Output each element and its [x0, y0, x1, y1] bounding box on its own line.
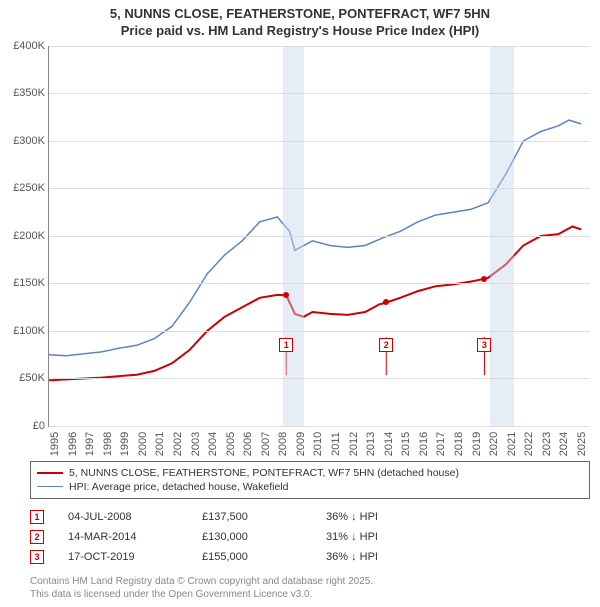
x-axis-label: 1999 — [119, 432, 131, 456]
shaded-region — [283, 46, 304, 426]
legend-item-property: 5, NUNNS CLOSE, FEATHERSTONE, PONTEFRACT… — [37, 466, 583, 480]
legend: 5, NUNNS CLOSE, FEATHERSTONE, PONTEFRACT… — [30, 461, 590, 499]
footer-line-1: Contains HM Land Registry data © Crown c… — [30, 575, 590, 588]
x-axis-label: 2011 — [330, 432, 342, 456]
y-axis-label: £300K — [13, 135, 45, 147]
x-axis-label: 2020 — [488, 432, 500, 456]
y-axis-label: £350K — [13, 87, 45, 99]
x-axis-label: 2008 — [277, 432, 289, 456]
y-axis-label: £0 — [33, 420, 45, 432]
x-axis-label: 2006 — [242, 432, 254, 456]
x-axis-label: 1997 — [84, 432, 96, 456]
x-axis-label: 2023 — [541, 432, 553, 456]
x-axis-label: 2000 — [137, 432, 149, 456]
x-axis-label: 2009 — [295, 432, 307, 456]
x-axis-label: 2021 — [506, 432, 518, 456]
sales-row-3: 3 17-OCT-2019 £155,000 36% ↓ HPI — [30, 547, 590, 567]
sale-marker-3: 3 — [477, 338, 491, 352]
x-axis-label: 2018 — [453, 432, 465, 456]
sale-marker-1: 1 — [279, 338, 293, 352]
legend-label-hpi: HPI: Average price, detached house, Wake… — [69, 481, 288, 493]
x-axis-label: 2016 — [418, 432, 430, 456]
legend-item-hpi: HPI: Average price, detached house, Wake… — [37, 480, 583, 494]
legend-swatch-hpi — [37, 486, 63, 487]
chart-container: 5, NUNNS CLOSE, FEATHERSTONE, PONTEFRACT… — [0, 0, 600, 601]
title-line-1: 5, NUNNS CLOSE, FEATHERSTONE, PONTEFRACT… — [0, 6, 600, 23]
chart-title: 5, NUNNS CLOSE, FEATHERSTONE, PONTEFRACT… — [0, 0, 600, 42]
x-axis-label: 2004 — [207, 432, 219, 456]
sale-point — [283, 292, 289, 298]
y-axis-label: £100K — [13, 325, 45, 337]
sales-price-3: £155,000 — [202, 551, 302, 563]
sale-point — [481, 276, 487, 282]
sales-delta-2: 31% ↓ HPI — [326, 531, 426, 543]
x-axis-label: 2014 — [383, 432, 395, 456]
x-axis-label: 2001 — [154, 432, 166, 456]
sales-marker-1: 1 — [30, 510, 44, 524]
y-gridline — [49, 426, 590, 427]
legend-swatch-property — [37, 472, 63, 474]
sales-marker-3: 3 — [30, 550, 44, 564]
x-axis-label: 2005 — [225, 432, 237, 456]
sales-table: 1 04-JUL-2008 £137,500 36% ↓ HPI 2 14-MA… — [30, 507, 590, 567]
sales-date-3: 17-OCT-2019 — [68, 551, 178, 563]
x-axis-label: 2015 — [400, 432, 412, 456]
y-axis-label: £250K — [13, 182, 45, 194]
x-axis-label: 2022 — [523, 432, 535, 456]
x-axis-label: 2024 — [558, 432, 570, 456]
sales-delta-1: 36% ↓ HPI — [326, 511, 426, 523]
x-axis-label: 2017 — [435, 432, 447, 456]
sales-row-2: 2 14-MAR-2014 £130,000 31% ↓ HPI — [30, 527, 590, 547]
x-axis-label: 1998 — [102, 432, 114, 456]
title-line-2: Price paid vs. HM Land Registry's House … — [0, 23, 600, 40]
shaded-region — [490, 46, 515, 426]
x-axis-label: 2025 — [576, 432, 588, 456]
y-axis-label: £50K — [19, 372, 45, 384]
y-axis-label: £200K — [13, 230, 45, 242]
plot-area: £0£50K£100K£150K£200K£250K£300K£350K£400… — [48, 46, 590, 427]
y-axis-label: £400K — [13, 40, 45, 52]
sales-date-1: 04-JUL-2008 — [68, 511, 178, 523]
sales-price-1: £137,500 — [202, 511, 302, 523]
x-axis-label: 2013 — [365, 432, 377, 456]
footer-note: Contains HM Land Registry data © Crown c… — [30, 575, 590, 601]
x-axis-label: 1995 — [49, 432, 61, 456]
sale-marker-2: 2 — [379, 338, 393, 352]
y-axis-label: £150K — [13, 277, 45, 289]
sale-point — [383, 299, 389, 305]
sales-date-2: 14-MAR-2014 — [68, 531, 178, 543]
x-axis-label: 2019 — [471, 432, 483, 456]
sales-row-1: 1 04-JUL-2008 £137,500 36% ↓ HPI — [30, 507, 590, 527]
x-axis-label: 2007 — [260, 432, 272, 456]
x-axis-label: 2012 — [348, 432, 360, 456]
sales-price-2: £130,000 — [202, 531, 302, 543]
x-axis-label: 2010 — [312, 432, 324, 456]
x-axis-label: 2003 — [190, 432, 202, 456]
sales-delta-3: 36% ↓ HPI — [326, 551, 426, 563]
x-axis-label: 2002 — [172, 432, 184, 456]
sales-marker-2: 2 — [30, 530, 44, 544]
x-axis-label: 1996 — [67, 432, 79, 456]
legend-label-property: 5, NUNNS CLOSE, FEATHERSTONE, PONTEFRACT… — [69, 467, 459, 479]
